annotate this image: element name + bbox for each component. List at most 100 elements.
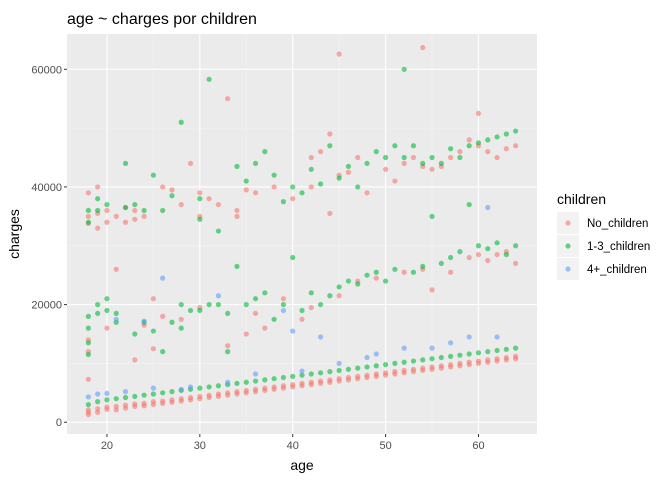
data-point xyxy=(485,349,491,355)
data-point xyxy=(132,216,138,222)
data-point xyxy=(355,281,361,287)
data-point xyxy=(401,367,407,374)
data-point xyxy=(150,296,156,302)
data-point xyxy=(104,207,110,214)
data-point xyxy=(485,149,491,155)
data-point xyxy=(345,366,352,372)
data-point xyxy=(243,331,249,337)
data-point xyxy=(299,307,305,314)
data-point xyxy=(290,381,296,388)
data-point xyxy=(95,406,101,412)
data-point xyxy=(401,359,407,365)
data-point xyxy=(160,184,166,190)
data-point xyxy=(420,357,426,363)
data-point xyxy=(457,360,463,367)
data-point xyxy=(503,131,509,137)
data-point xyxy=(206,384,212,390)
data-point xyxy=(252,386,259,392)
data-point xyxy=(308,154,314,161)
data-point xyxy=(160,390,166,396)
data-point xyxy=(355,154,361,161)
data-point xyxy=(373,371,379,377)
data-point xyxy=(494,251,500,258)
data-point xyxy=(494,347,500,354)
data-point xyxy=(178,301,184,308)
data-point xyxy=(85,351,91,358)
data-point xyxy=(150,385,156,391)
data-point xyxy=(336,367,342,374)
series-4+_children xyxy=(85,204,500,400)
data-point xyxy=(410,366,417,372)
data-point xyxy=(243,187,249,193)
data-point xyxy=(494,240,500,246)
data-point xyxy=(466,351,472,357)
data-point xyxy=(392,360,398,367)
data-point xyxy=(197,307,203,314)
data-point xyxy=(197,393,203,399)
data-point xyxy=(178,119,184,125)
data-point xyxy=(104,404,110,410)
data-point xyxy=(187,394,194,401)
data-point xyxy=(299,372,305,378)
data-point xyxy=(85,207,91,214)
data-point xyxy=(132,393,138,399)
data-point xyxy=(234,389,240,395)
data-point xyxy=(466,359,472,365)
data-point xyxy=(271,316,277,322)
data-point xyxy=(197,196,203,202)
legend-swatch xyxy=(565,266,571,272)
data-point xyxy=(382,370,389,376)
data-point xyxy=(215,293,222,299)
data-point xyxy=(169,187,175,193)
data-point xyxy=(448,254,454,261)
data-point xyxy=(429,356,435,362)
data-point xyxy=(299,380,305,387)
data-point xyxy=(160,207,166,214)
data-point xyxy=(197,190,203,196)
data-point xyxy=(336,376,342,382)
data-point xyxy=(141,400,147,407)
data-point xyxy=(429,166,435,172)
data-point xyxy=(317,378,324,384)
data-point xyxy=(327,369,333,375)
data-point xyxy=(104,397,110,403)
data-point xyxy=(364,272,370,278)
data-point xyxy=(466,334,472,340)
data-point xyxy=(243,379,249,385)
data-point xyxy=(327,143,333,149)
data-point xyxy=(95,207,101,214)
data-point xyxy=(420,365,426,371)
data-point xyxy=(280,307,287,314)
data-point xyxy=(178,396,184,402)
data-point xyxy=(290,328,296,334)
data-point xyxy=(401,345,407,351)
data-point xyxy=(503,354,509,361)
data-point xyxy=(160,398,166,404)
data-point xyxy=(271,172,277,178)
data-point xyxy=(438,363,444,369)
data-point xyxy=(85,376,91,382)
data-point xyxy=(327,377,333,383)
data-point xyxy=(420,160,426,167)
data-point xyxy=(345,374,352,381)
data-point xyxy=(364,160,370,167)
data-point xyxy=(364,354,370,361)
data-point xyxy=(308,379,314,385)
data-point xyxy=(401,269,407,275)
data-point xyxy=(85,219,91,225)
data-point xyxy=(345,278,352,284)
data-point xyxy=(466,137,472,143)
data-point xyxy=(466,143,472,149)
legend-label: 4+_children xyxy=(587,264,647,276)
data-point xyxy=(122,219,129,225)
data-point xyxy=(475,358,482,364)
data-point xyxy=(150,399,156,405)
data-point xyxy=(141,213,147,219)
x-tick-label: 50 xyxy=(379,440,391,452)
data-point xyxy=(299,316,305,322)
data-point xyxy=(271,384,277,390)
data-point xyxy=(169,397,175,403)
data-point xyxy=(280,383,287,389)
data-point xyxy=(113,266,119,272)
